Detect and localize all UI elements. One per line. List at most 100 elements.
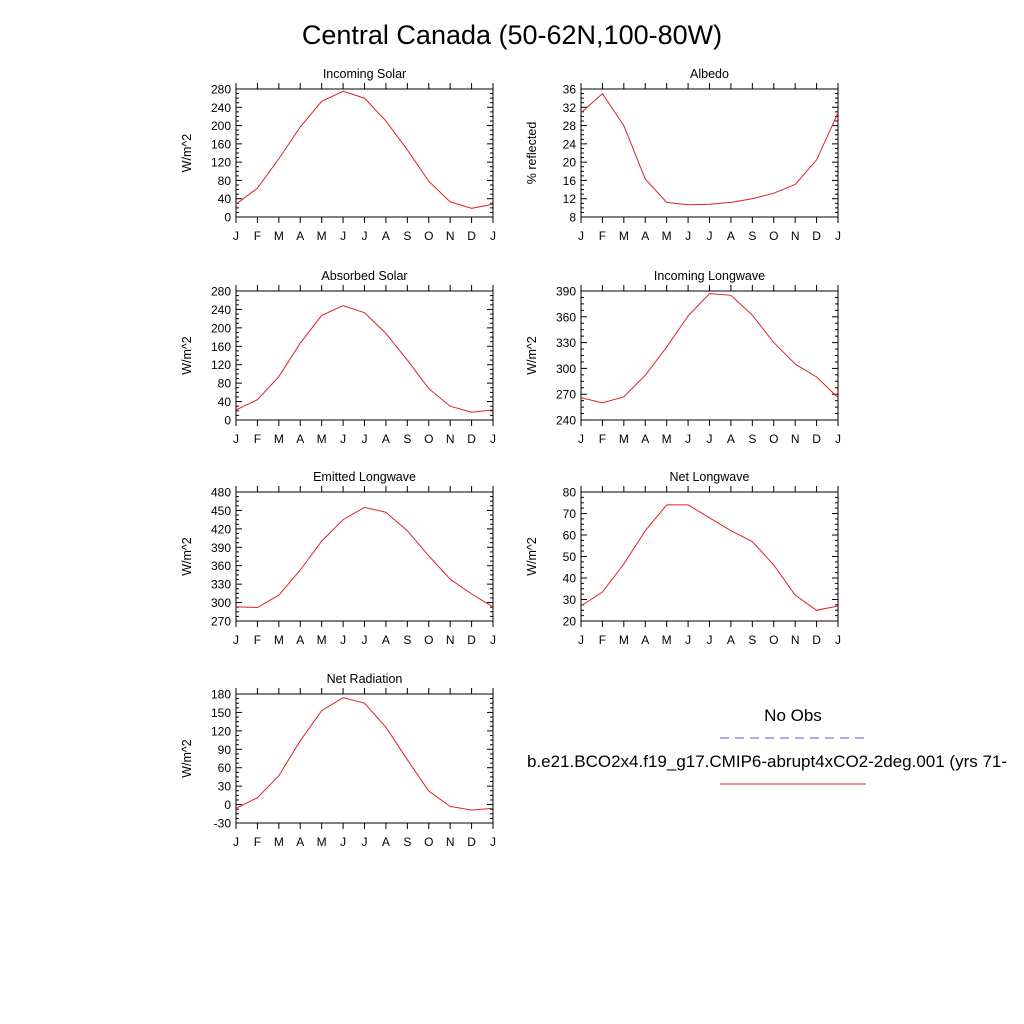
chart-title: Albedo — [690, 67, 729, 81]
chart-title: Incoming Longwave — [654, 269, 765, 283]
x-tick-label: J — [233, 835, 239, 849]
x-tick-label: A — [296, 432, 304, 446]
y-tick-label: 0 — [224, 414, 231, 428]
plot-frame — [235, 693, 494, 824]
plot-frame — [235, 491, 494, 622]
x-tick-label: M — [274, 229, 284, 243]
x-tick-label: M — [274, 835, 284, 849]
chart-title: Absorbed Solar — [321, 269, 407, 283]
y-tick-label: 280 — [211, 285, 231, 299]
x-tick-label: J — [362, 835, 368, 849]
x-tick-label: J — [707, 633, 713, 647]
y-tick-label: 70 — [563, 507, 577, 521]
y-tick-label: 360 — [556, 310, 576, 324]
y-axis-label: W/m^2 — [525, 336, 539, 375]
y-tick-label: 20 — [563, 615, 577, 629]
x-tick-label: S — [403, 432, 411, 446]
y-tick-label: 480 — [211, 486, 231, 500]
x-tick-label: M — [274, 633, 284, 647]
y-tick-label: 120 — [211, 156, 231, 170]
chart-title: Net Radiation — [327, 672, 403, 686]
x-tick-label: J — [835, 229, 841, 243]
x-tick-label: M — [317, 633, 327, 647]
x-tick-label: N — [791, 633, 800, 647]
y-tick-label: 12 — [563, 192, 577, 206]
y-tick-label: 60 — [563, 529, 577, 543]
y-tick-label: 180 — [211, 688, 231, 702]
series-line — [580, 293, 839, 404]
y-tick-label: 90 — [218, 743, 232, 757]
x-tick-label: J — [340, 633, 346, 647]
y-tick-label: -30 — [214, 817, 232, 831]
y-tick-label: 160 — [211, 340, 231, 354]
x-tick-label: M — [619, 633, 629, 647]
y-axis-label: % reflected — [525, 122, 539, 185]
plot-frame — [580, 491, 839, 622]
x-tick-label: D — [467, 229, 476, 243]
y-tick-label: 240 — [211, 101, 231, 115]
x-tick-label: F — [254, 432, 261, 446]
x-tick-label: A — [727, 229, 735, 243]
legend-obs-label: No Obs — [764, 706, 822, 725]
x-tick-label: A — [727, 432, 735, 446]
x-tick-label: F — [254, 835, 261, 849]
legend-model-label: b.e21.BCO2x4.f19_g17.CMIP6-abrupt4xCO2-2… — [527, 752, 1008, 771]
x-tick-label: D — [812, 229, 821, 243]
x-tick-label: O — [769, 229, 778, 243]
x-tick-label: O — [769, 432, 778, 446]
x-tick-label: J — [490, 432, 496, 446]
x-tick-label: M — [317, 432, 327, 446]
x-tick-label: O — [424, 835, 433, 849]
y-tick-label: 40 — [218, 192, 232, 206]
x-tick-label: M — [274, 432, 284, 446]
x-tick-label: M — [317, 835, 327, 849]
x-tick-label: J — [707, 229, 713, 243]
x-tick-label: M — [317, 229, 327, 243]
x-tick-label: O — [769, 633, 778, 647]
x-tick-label: M — [619, 432, 629, 446]
x-tick-label: N — [446, 633, 455, 647]
x-tick-label: F — [254, 633, 261, 647]
y-tick-label: 240 — [556, 414, 576, 428]
x-tick-label: J — [362, 633, 368, 647]
y-axis-label: W/m^2 — [525, 537, 539, 576]
x-tick-label: A — [641, 229, 649, 243]
x-tick-label: J — [490, 835, 496, 849]
x-tick-label: J — [685, 432, 691, 446]
y-tick-label: 280 — [211, 83, 231, 97]
x-tick-label: J — [233, 633, 239, 647]
y-tick-label: 150 — [211, 706, 231, 720]
y-tick-label: 450 — [211, 504, 231, 518]
y-tick-label: 20 — [563, 156, 577, 170]
x-tick-label: J — [685, 633, 691, 647]
x-tick-label: S — [748, 633, 756, 647]
x-tick-label: M — [619, 229, 629, 243]
x-tick-label: A — [727, 633, 735, 647]
x-tick-label: J — [490, 633, 496, 647]
x-tick-label: A — [382, 432, 390, 446]
x-tick-label: S — [748, 432, 756, 446]
y-tick-label: 80 — [218, 377, 232, 391]
x-tick-label: J — [362, 432, 368, 446]
plot-frame — [235, 88, 494, 218]
x-tick-label: J — [340, 835, 346, 849]
y-tick-label: 390 — [211, 541, 231, 555]
y-tick-label: 32 — [563, 101, 577, 115]
x-tick-label: O — [424, 432, 433, 446]
x-tick-label: D — [812, 432, 821, 446]
x-tick-label: S — [748, 229, 756, 243]
y-tick-label: 40 — [563, 572, 577, 586]
x-tick-label: J — [578, 229, 584, 243]
x-tick-label: M — [662, 229, 672, 243]
x-tick-label: F — [599, 229, 606, 243]
x-tick-label: S — [403, 835, 411, 849]
y-tick-label: 16 — [563, 174, 577, 188]
y-tick-label: 240 — [211, 303, 231, 317]
plot-frame — [580, 88, 839, 218]
x-tick-label: A — [382, 835, 390, 849]
